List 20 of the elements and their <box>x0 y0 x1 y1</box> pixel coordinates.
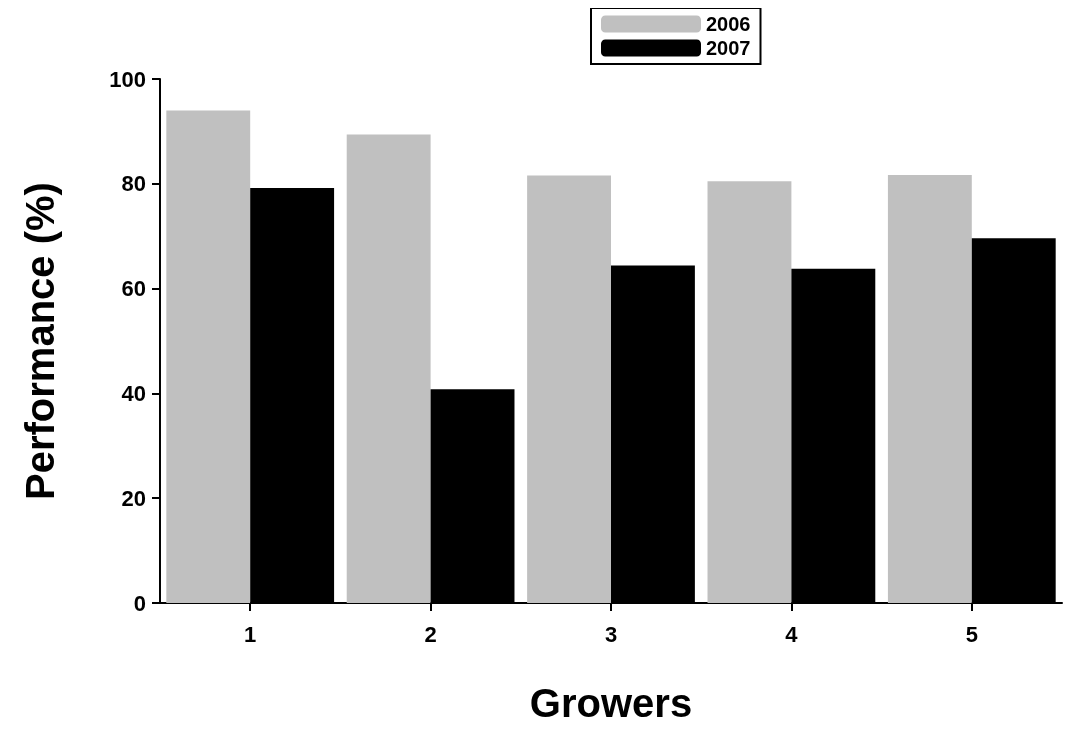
bar <box>166 110 251 603</box>
y-tick-label: 100 <box>109 66 146 92</box>
y-tick-label: 80 <box>121 171 146 197</box>
x-tick-label: 2 <box>424 621 437 647</box>
x-axis-title: Growers <box>529 681 693 725</box>
y-tick-label: 0 <box>133 590 146 616</box>
bar <box>346 134 431 603</box>
legend-label: 2007 <box>706 37 751 59</box>
bar <box>887 174 972 603</box>
legend-label: 2006 <box>706 13 751 35</box>
y-tick-label: 40 <box>121 380 146 406</box>
x-tick-label: 4 <box>785 621 799 647</box>
x-tick-label: 3 <box>604 621 618 647</box>
bar <box>527 175 611 603</box>
x-tick-label: 1 <box>244 621 257 647</box>
x-tick-label: 5 <box>965 621 978 647</box>
y-axis-title: Performance (%) <box>18 182 62 500</box>
y-tick-label: 20 <box>121 485 146 511</box>
bar <box>707 181 792 603</box>
y-tick-label: 60 <box>121 276 146 302</box>
